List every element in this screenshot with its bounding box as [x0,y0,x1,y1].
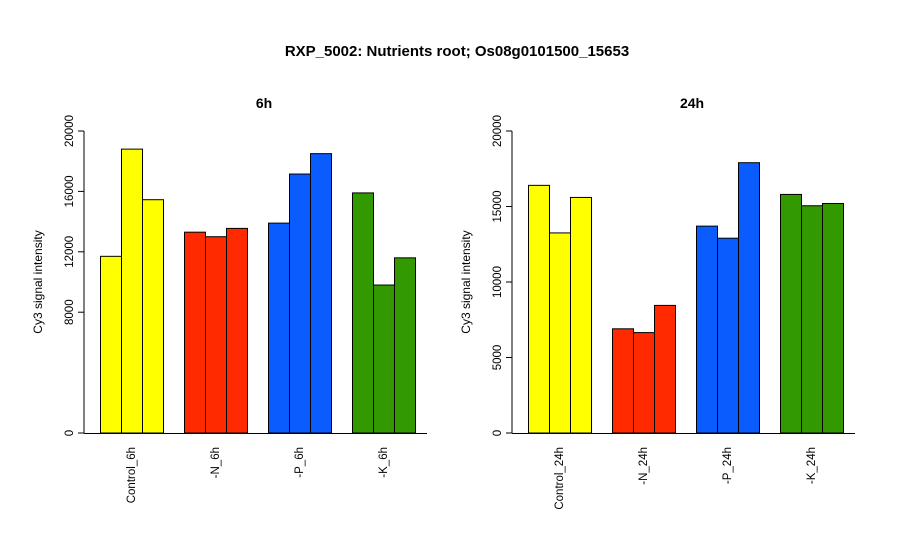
bar [528,184,550,434]
bar [612,328,634,434]
category-label: Control_24h [554,447,566,510]
category-label: -P_24h [722,447,734,484]
y-tick-label: 20000 [492,115,504,147]
category-labels: Control_24h -N_24h -P_24h -K_24h [554,447,818,510]
bars-group [528,162,844,434]
bar [100,255,122,434]
bar [373,284,395,434]
y-tick-label: 8000 [64,299,76,325]
y-tick-label: 16000 [64,175,76,207]
y-tick-label: 0 [64,430,76,436]
y-axis-ticks: 0 8000 12000 16000 20000 [64,115,84,436]
bar [801,205,823,434]
bar [738,162,760,434]
category-label: -P_6h [294,447,306,478]
chart-title: 24h [680,95,704,111]
bar [633,332,655,434]
y-tick-label: 20000 [64,115,76,147]
category-labels: Control_6h -N_6h -P_6h -K_6h [126,447,390,503]
chart-title: 6h [256,95,272,111]
bar [570,196,592,434]
y-tick-label: 10000 [492,266,504,298]
y-tick-label: 12000 [64,236,76,268]
y-tick-label: 15000 [492,191,504,223]
y-axis-ticks: 0 5000 10000 15000 20000 [492,115,512,436]
bar [121,148,143,434]
bar [310,153,332,434]
category-label: -K_6h [378,447,390,478]
chart-panel-6h: 6h Cy3 signal intensity 0 8000 12000 16000 2… [31,95,427,503]
bar [696,225,718,434]
bar [654,304,676,434]
bar [184,231,206,434]
y-tick-label: 5000 [492,345,504,371]
bar [822,202,844,434]
y-tick-label: 0 [492,430,504,436]
bar [289,173,311,434]
bars-group [100,148,416,434]
y-axis-label: Cy3 signal intensity [31,230,45,333]
bar [352,192,374,434]
figure-title: RXP_5002: Nutrients root; Os08g0101500_1… [285,43,629,60]
y-axis-label: Cy3 signal intensity [459,230,473,333]
category-label: -N_24h [638,447,650,485]
bar [268,222,290,434]
bar [717,237,739,434]
bar [780,193,802,434]
bar [205,236,227,434]
bar [394,257,416,434]
bar [226,227,248,434]
chart-panel-24h: 24h Cy3 signal intensity 0 5000 10000 15000… [459,95,855,510]
category-label: -N_6h [210,447,222,478]
bar [142,199,164,434]
category-label: Control_6h [126,447,138,503]
bar [549,232,571,434]
category-label: -K_24h [806,447,818,484]
